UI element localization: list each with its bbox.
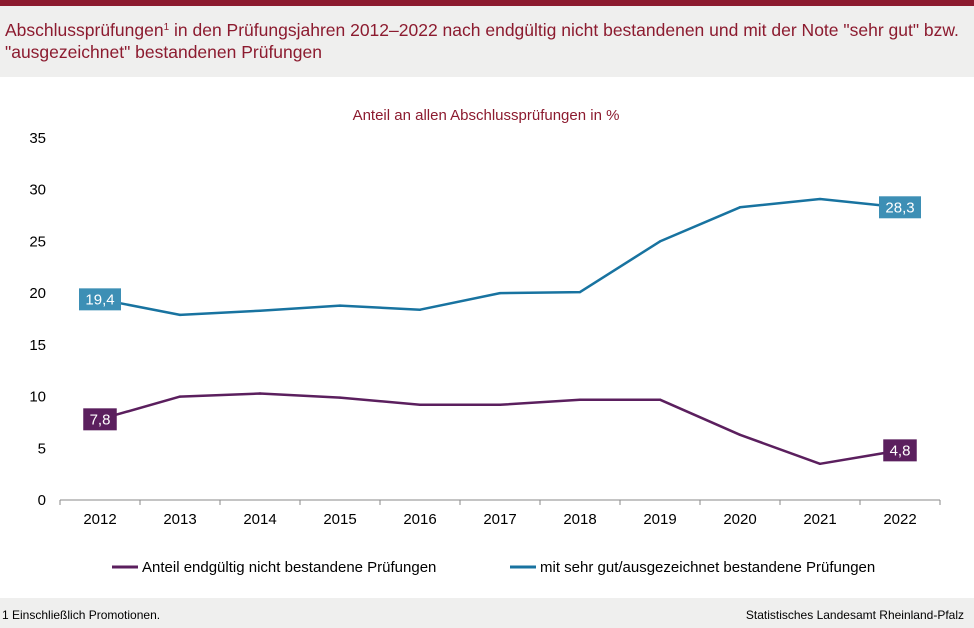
x-tick-label: 2019 [643,511,676,528]
line-chart: Anteil an allen Abschlussprüfungen in % 0… [0,85,974,598]
data-label-box [883,439,917,462]
x-tick-label: 2018 [563,511,596,528]
x-tick-label: 2015 [323,511,356,528]
top-accent-bar [0,0,974,6]
x-tick-label: 2017 [483,511,516,528]
data-point [338,304,342,307]
legend-item-not-passed: Anteil endgültig nicht bestandene Prüfun… [142,559,436,576]
x-tick-label: 2022 [883,511,916,528]
y-tick-label: 10 [29,389,46,406]
data-point [818,197,822,201]
data-point [178,313,182,317]
data-label: 7,8 [90,411,111,428]
data-point [738,433,742,437]
footnote-marker: 1 [163,22,170,33]
y-tick-label: 25 [29,233,46,250]
x-tick-label: 2021 [803,511,836,528]
data-point [418,308,422,311]
y-tick-label: 0 [38,492,46,509]
data-label-box [83,408,117,431]
data-point [738,206,742,209]
data-label: 19,4 [85,291,114,308]
legend-item-excellent: mit sehr gut/ausgezeichnet bestandene Pr… [540,559,875,576]
data-point [658,240,662,243]
data-label: 4,8 [890,442,911,459]
data-point [498,291,502,295]
data-point [578,290,582,294]
chart-subtitle: Anteil an allen Abschlussprüfungen in % [353,107,620,124]
x-tick-label: 2014 [243,511,276,528]
x-tick-label: 2016 [403,511,436,528]
chart-panel [0,85,974,598]
y-tick-label: 35 [29,130,46,147]
y-tick-label: 20 [29,285,46,302]
header-divider [0,77,974,85]
data-label-box [879,196,921,219]
data-label: 28,3 [885,199,914,216]
x-tick-label: 2013 [163,511,196,528]
data-point [658,398,662,401]
data-point [338,396,342,399]
chart-title: Abschlussprüfungen1 in den Prüfungsjahre… [5,20,959,62]
y-tick-label: 30 [29,182,46,199]
y-tick-label: 5 [38,440,46,457]
data-point [818,462,822,465]
data-point [418,403,422,407]
data-label-box [79,288,121,311]
footnote: 1 Einschließlich Promotionen. [2,608,161,622]
data-point [578,398,582,401]
x-tick-label: 2012 [83,511,116,528]
data-point [178,395,182,398]
data-point [258,392,262,395]
source-credit: Statistisches Landesamt Rheinland-Pfalz [745,608,964,622]
data-point [258,309,262,312]
y-tick-label: 15 [29,337,46,354]
x-tick-label: 2020 [723,511,756,528]
data-point [498,403,502,407]
